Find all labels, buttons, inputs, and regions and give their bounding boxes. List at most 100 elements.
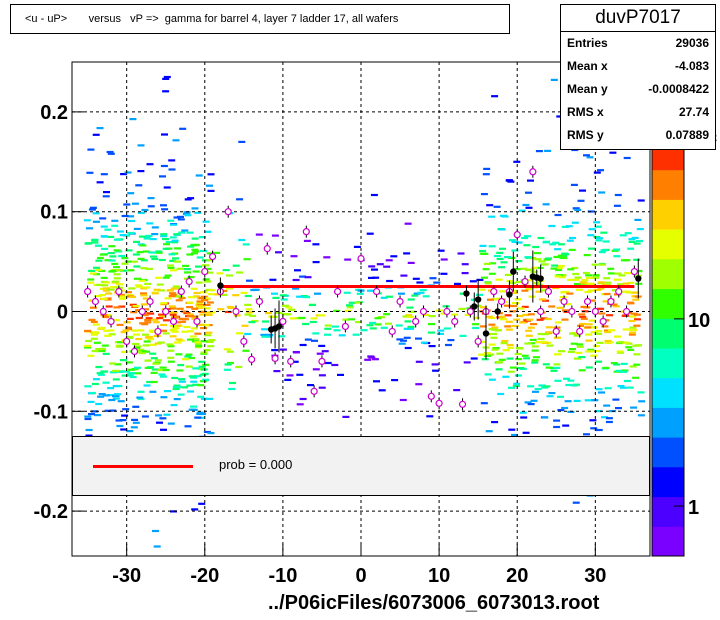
heat-cell — [151, 233, 159, 236]
heat-cell — [137, 257, 145, 260]
heat-cell — [278, 335, 286, 338]
heat-cell — [156, 283, 164, 286]
heat-cell — [385, 295, 393, 298]
heat-cell — [570, 342, 578, 345]
heat-cell — [194, 346, 202, 349]
heat-cell — [116, 424, 124, 428]
heat-cell — [604, 281, 612, 284]
heat-cell — [636, 228, 644, 231]
heat-cell — [419, 289, 427, 292]
heat-cell — [553, 419, 561, 422]
heat-cell — [625, 346, 633, 349]
heat-cell — [168, 295, 176, 298]
heat-cell — [151, 226, 159, 229]
heat-cell — [203, 349, 211, 352]
heat-cell — [403, 336, 411, 339]
data-point — [275, 323, 283, 330]
profile-marker — [310, 387, 318, 395]
heat-cell — [588, 299, 596, 302]
heat-cell — [493, 254, 501, 258]
profile-marker — [146, 297, 154, 306]
heat-cell — [113, 277, 121, 280]
heat-cell — [115, 286, 123, 289]
profile-marker — [138, 307, 146, 316]
heat-cell — [488, 215, 496, 218]
heat-cell — [158, 373, 166, 376]
heat-cell — [200, 291, 208, 294]
heat-cell — [404, 320, 412, 323]
x-tick-label: 30 — [584, 565, 606, 587]
heat-cell — [178, 317, 186, 320]
heat-cell — [141, 415, 149, 418]
heat-cell — [596, 341, 604, 344]
heat-cell — [602, 300, 610, 303]
heat-cell — [615, 369, 623, 372]
heat-cell — [528, 342, 536, 345]
heat-cell — [104, 228, 112, 231]
heat-cell — [506, 343, 514, 347]
heat-cell — [630, 406, 638, 409]
heat-cell — [279, 294, 287, 297]
heat-cell — [515, 241, 523, 244]
heat-cell — [533, 252, 541, 255]
data-point — [217, 282, 224, 289]
heat-cell — [309, 320, 317, 324]
heat-cell — [492, 347, 500, 350]
heat-cell — [595, 410, 603, 413]
heat-cell — [244, 303, 252, 306]
heat-cell — [524, 342, 532, 345]
heat-cell — [92, 212, 100, 215]
heat-cell — [170, 316, 178, 319]
heat-cell — [145, 234, 153, 237]
heat-cell — [206, 252, 214, 255]
heat-cell — [204, 230, 212, 233]
heat-cell — [635, 344, 643, 347]
heat-cell — [167, 422, 175, 425]
heat-cell — [138, 279, 146, 282]
heat-cell — [525, 206, 533, 209]
heat-cell — [551, 264, 559, 267]
heat-cell — [417, 291, 425, 294]
heat-cell — [114, 238, 121, 241]
data-point — [471, 303, 478, 310]
heat-cell — [170, 311, 178, 314]
heat-cell — [95, 402, 103, 406]
heat-cell — [303, 239, 311, 242]
heat-cell — [198, 296, 206, 300]
heat-cell — [202, 363, 210, 366]
heat-cell — [95, 259, 103, 262]
heat-cell — [541, 263, 549, 266]
heat-cell — [187, 197, 195, 200]
heat-cell — [118, 305, 126, 308]
heat-cell — [196, 256, 204, 259]
heat-cell — [482, 268, 490, 271]
heat-cell — [205, 313, 213, 316]
heat-cell — [141, 323, 149, 326]
heat-cell — [101, 370, 109, 373]
heat-cell — [511, 240, 519, 243]
heat-cell — [303, 296, 311, 299]
heat-cell — [271, 292, 278, 295]
x-tick-label: -20 — [190, 565, 219, 587]
profile-marker — [123, 337, 131, 346]
heat-cell — [103, 191, 110, 194]
heat-cell — [99, 347, 107, 350]
colorbar-tick-label: 10 — [688, 310, 710, 332]
heat-cell — [246, 311, 254, 314]
heat-cell — [104, 314, 112, 317]
heat-cell — [147, 338, 155, 341]
heat-cell — [517, 367, 525, 370]
heat-cell — [113, 319, 121, 322]
heat-cell — [121, 374, 129, 377]
heat-cell — [273, 370, 281, 373]
heat-cell — [574, 276, 582, 279]
heat-cell — [576, 345, 584, 348]
heat-cell — [605, 420, 613, 424]
heat-cell — [528, 295, 536, 298]
heat-cell — [530, 399, 538, 402]
profile-marker — [630, 267, 638, 276]
heat-cell — [169, 269, 177, 272]
heat-cell — [159, 315, 166, 318]
stats-box: duvP7017 Entries 29036 Mean x -4.083 Mean … — [560, 4, 716, 150]
heat-cell — [192, 383, 200, 386]
